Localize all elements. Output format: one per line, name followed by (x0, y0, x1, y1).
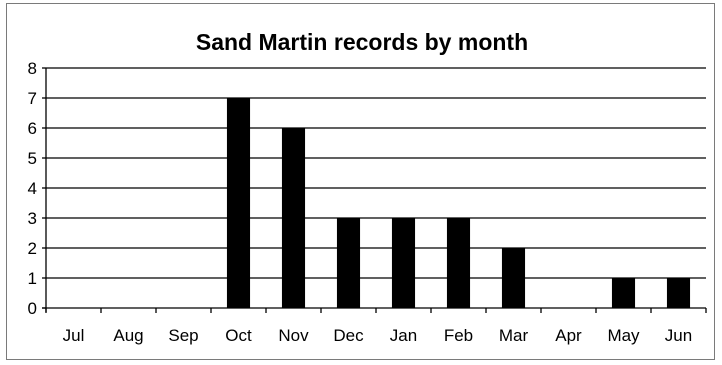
y-tick-label-0: 0 (28, 299, 37, 318)
x-tick-label-may: May (607, 326, 640, 345)
y-tick-label-5: 5 (28, 149, 37, 168)
y-tick-labels: 0 1 2 3 4 5 6 7 8 (28, 59, 37, 318)
x-tick-label-jan: Jan (390, 326, 417, 345)
y-tick-label-2: 2 (28, 239, 37, 258)
x-tick-labels: Jul Aug Sep Oct Nov Dec Jan Feb Mar Apr May Jun (63, 326, 693, 345)
x-tick-label-jun: Jun (665, 326, 692, 345)
bar-jan (391, 218, 416, 308)
x-tick-label-nov: Nov (278, 326, 309, 345)
y-tick-label-7: 7 (28, 89, 37, 108)
bar-feb (446, 218, 471, 308)
bar-may (611, 278, 636, 308)
x-tick-label-feb: Feb (444, 326, 473, 345)
chart-title: Sand Martin records by month (196, 29, 528, 55)
bars (226, 98, 691, 308)
bar-jun (666, 278, 691, 308)
x-tick-label-oct: Oct (225, 326, 252, 345)
x-tick-label-mar: Mar (499, 326, 529, 345)
bar-nov (281, 128, 306, 308)
x-tick-label-jul: Jul (63, 326, 85, 345)
gridlines (46, 67, 706, 279)
y-tick-label-3: 3 (28, 209, 37, 228)
y-tick-label-1: 1 (28, 269, 37, 288)
y-tick-label-8: 8 (28, 59, 37, 78)
bar-mar (501, 248, 526, 308)
x-tick-label-dec: Dec (333, 326, 364, 345)
chart-frame (6, 3, 715, 360)
bar-dec (336, 218, 361, 308)
axes (42, 67, 707, 313)
y-tick-label-4: 4 (28, 179, 37, 198)
x-tick-label-sep: Sep (168, 326, 198, 345)
bar-oct (226, 98, 251, 308)
y-tick-label-6: 6 (28, 119, 37, 138)
x-tick-label-aug: Aug (113, 326, 143, 345)
x-tick-label-apr: Apr (555, 326, 582, 345)
